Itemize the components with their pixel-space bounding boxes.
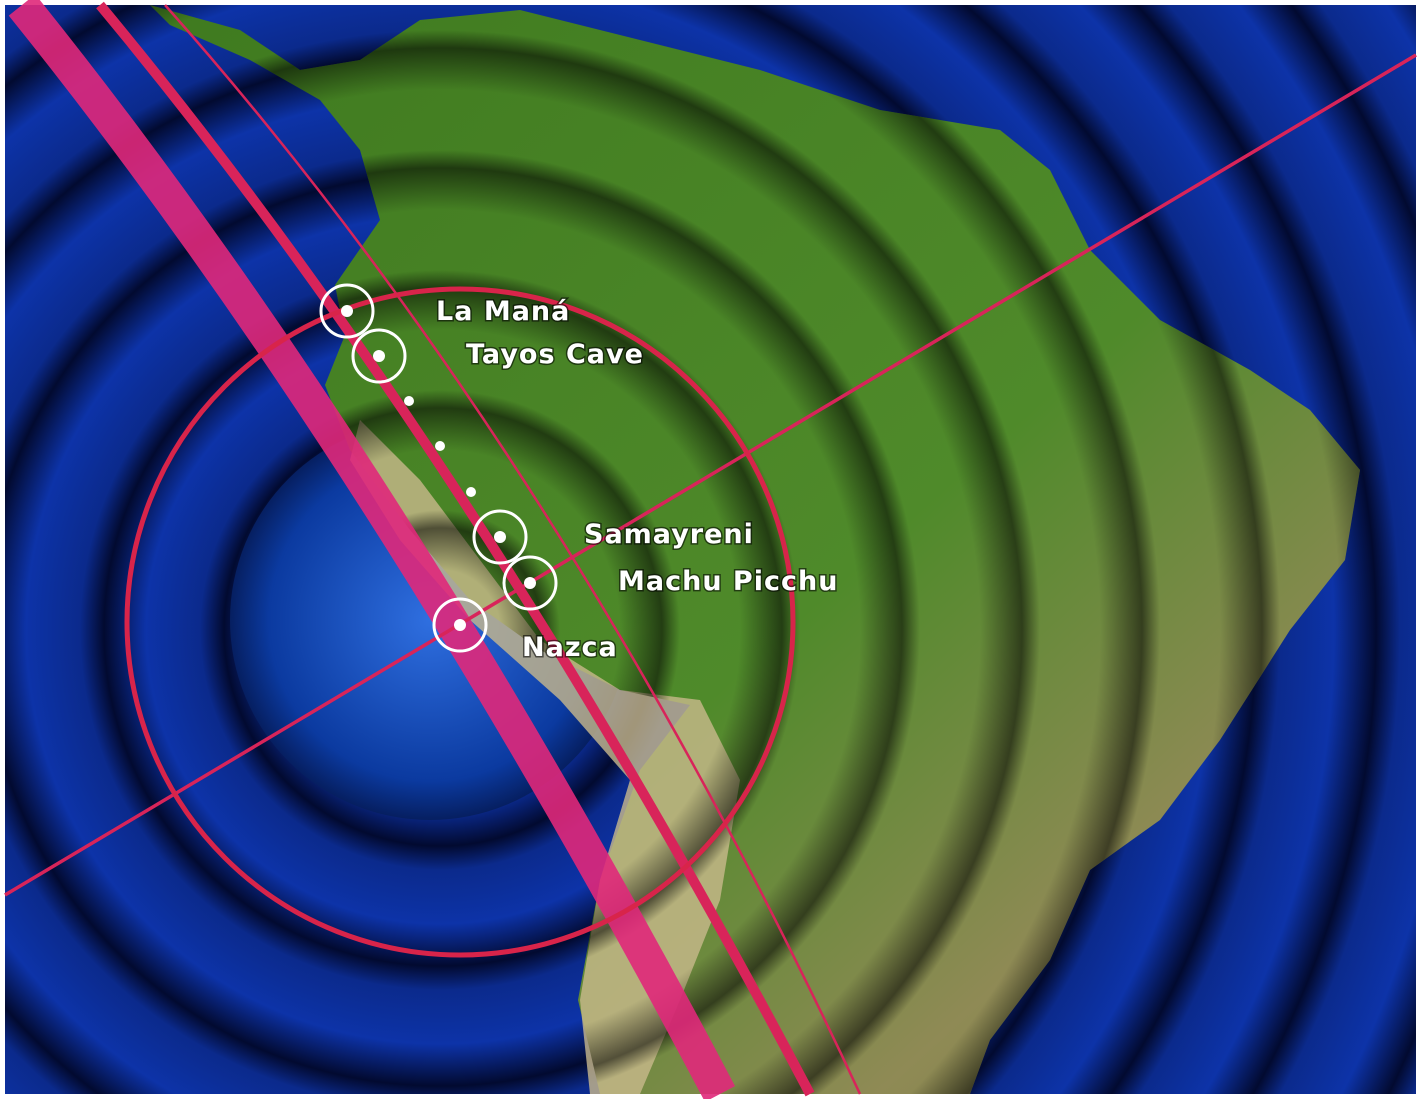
land-rings bbox=[150, 5, 1360, 1094]
site-rings bbox=[319, 283, 558, 653]
thin-line bbox=[164, 4, 862, 1095]
red-circle bbox=[124, 286, 796, 958]
site-dots bbox=[341, 305, 536, 631]
site-label: Machu Picchu bbox=[618, 566, 838, 597]
site-label: La Maná bbox=[436, 296, 570, 327]
wide-band bbox=[8, 0, 736, 1099]
site-label: Samayreni bbox=[584, 519, 754, 550]
site-label: Nazca bbox=[522, 632, 618, 663]
band-line bbox=[96, 1, 815, 1097]
diagonal-line bbox=[4, 53, 1417, 897]
site-label: Tayos Cave bbox=[466, 339, 644, 370]
